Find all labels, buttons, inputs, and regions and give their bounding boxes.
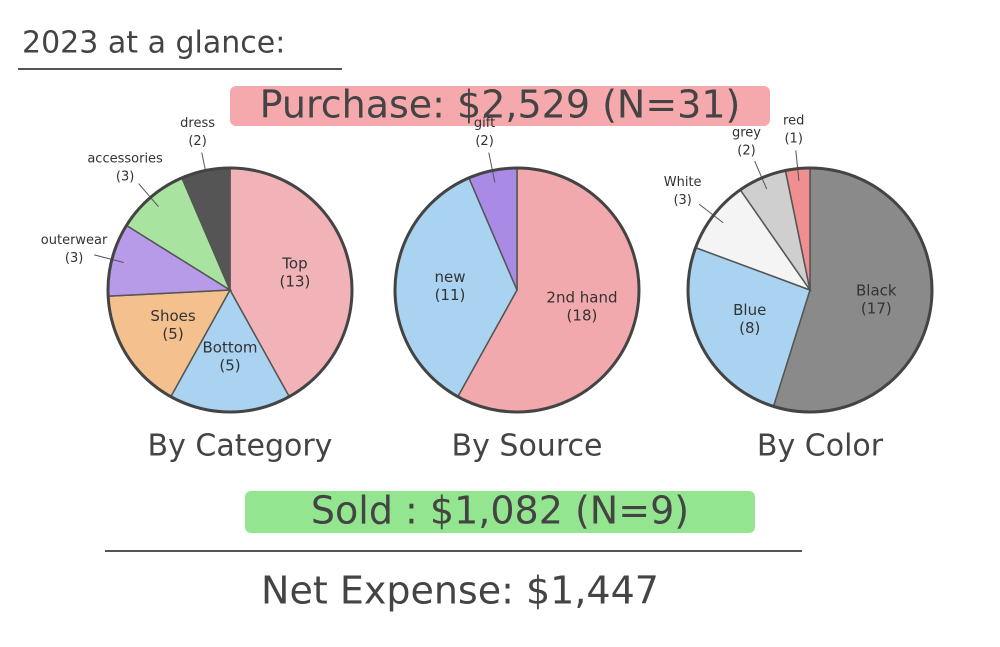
leader-line bbox=[138, 183, 159, 208]
leader-line bbox=[754, 160, 768, 190]
pie-outline bbox=[106, 166, 354, 414]
slice-label: dress bbox=[180, 116, 215, 131]
slice-value-label: (18) bbox=[567, 306, 598, 324]
slice-label: outerwear bbox=[41, 233, 108, 248]
slice-value-label: (17) bbox=[861, 300, 892, 318]
slice-value-label: (1) bbox=[784, 131, 802, 146]
slice-label: red bbox=[783, 113, 804, 128]
leader-line bbox=[795, 150, 800, 181]
leader-line bbox=[698, 203, 724, 224]
leader-line bbox=[488, 152, 496, 183]
slice-value-label: (2) bbox=[475, 134, 493, 149]
slice-label: 2nd hand bbox=[546, 288, 617, 306]
slice-value-label: (5) bbox=[219, 357, 240, 375]
pie-outline bbox=[393, 166, 641, 414]
pie-outline bbox=[686, 166, 934, 414]
leader-line bbox=[94, 254, 124, 263]
slice-value-label: (13) bbox=[280, 273, 311, 291]
slice-label: new bbox=[434, 268, 465, 286]
slice-label: accessories bbox=[87, 151, 163, 166]
sold-highlight bbox=[245, 491, 755, 533]
heading: 2023 at a glance: bbox=[22, 26, 285, 61]
slice-value-label: (3) bbox=[673, 193, 691, 208]
net-expense: Net Expense: $1,447 bbox=[261, 569, 659, 613]
slice-value-label: (2) bbox=[737, 144, 755, 159]
slice-label: grey bbox=[732, 126, 761, 141]
slice-value-label: (5) bbox=[162, 325, 183, 343]
slice-value-label: (2) bbox=[188, 134, 206, 149]
purchase-total: Purchase: $2,529 (N=31) bbox=[260, 83, 741, 127]
slice-label: gift bbox=[474, 116, 495, 131]
slice-label: Blue bbox=[733, 301, 766, 319]
slice-label: White bbox=[664, 175, 702, 190]
leader-line bbox=[201, 152, 209, 183]
slice-value-label: (8) bbox=[739, 319, 760, 337]
slice-label: Top bbox=[281, 255, 307, 273]
slice-label: Shoes bbox=[150, 307, 195, 325]
slice-label: Black bbox=[856, 282, 897, 300]
pie-title: By Source bbox=[452, 429, 603, 464]
slice-value-label: (11) bbox=[435, 286, 466, 304]
slice-value-label: (3) bbox=[65, 251, 83, 266]
sold-total: Sold : $1,082 (N=9) bbox=[311, 489, 689, 533]
slice-value-label: (3) bbox=[116, 169, 134, 184]
pie-title: By Color bbox=[757, 429, 884, 464]
pie-title: By Category bbox=[148, 429, 333, 464]
purchase-highlight bbox=[230, 86, 770, 126]
slice-label: Bottom bbox=[202, 339, 257, 357]
